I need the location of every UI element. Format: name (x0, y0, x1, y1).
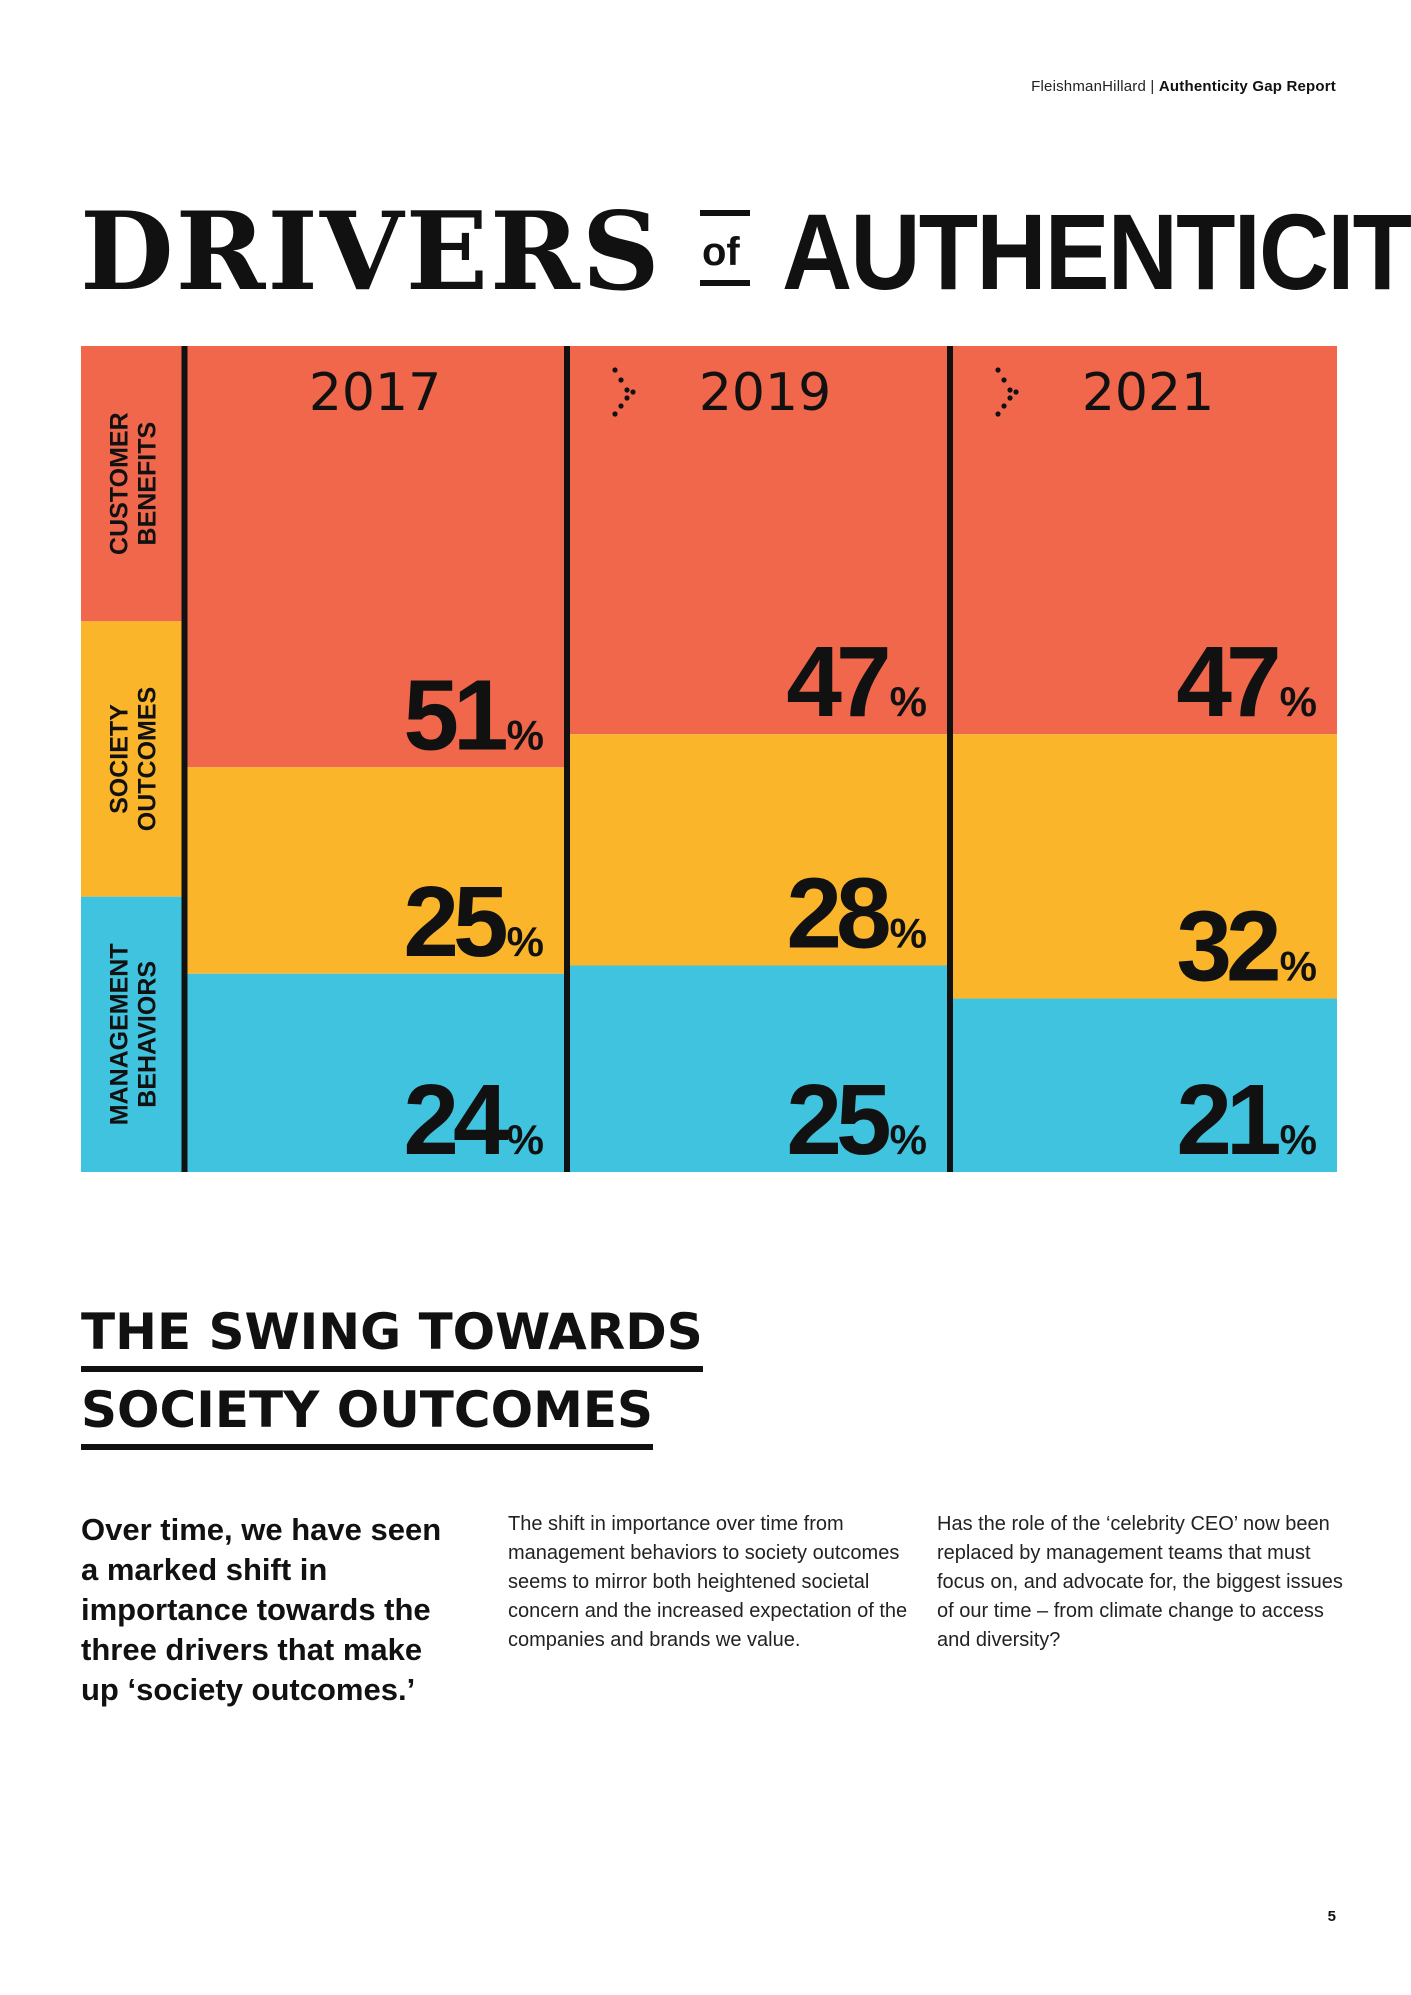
title-connector-of: of (702, 230, 740, 274)
value-label-2019-1: 28% (786, 858, 927, 970)
arrow-dot-2021-4 (1007, 395, 1013, 401)
lead-paragraph: Over time, we have seen a marked shift i… (81, 1512, 442, 1707)
arrow-dot-2021-1 (1001, 377, 1007, 383)
section-heading: THE SWING TOWARDS SOCIETY OUTCOMES (81, 1298, 703, 1454)
brand-name: FleishmanHillard | (1031, 78, 1155, 95)
legend-label-0: CUSTOMERBENEFITS (106, 412, 162, 555)
value-label-2017-2: 24% (403, 1064, 544, 1176)
page-title: DRIVERS of AUTHENTICITY (80, 189, 1411, 315)
bar-2017-0 (187, 346, 564, 768)
bar-2019-2 (570, 965, 947, 1172)
report-title: Authenticity Gap Report (1158, 78, 1336, 95)
arrow-dot-2019-6 (612, 411, 618, 417)
arrow-dot-2019-0 (612, 367, 618, 373)
value-label-2017-1: 25% (403, 866, 544, 978)
arrow-dot-2021-0 (995, 367, 1001, 373)
column-divider-2 (947, 346, 953, 1172)
legend-swatch-1 (81, 621, 182, 897)
arrow-dot-2019-2 (624, 387, 630, 393)
title-word-authenticity: AUTHENTICITY (782, 191, 1411, 312)
bar-2021-0 (953, 346, 1337, 735)
column-divider-0 (181, 346, 188, 1172)
column-divider-1 (564, 346, 570, 1172)
arrow-dot-2019-1 (618, 377, 624, 383)
legend-swatch-0 (81, 346, 182, 622)
legend-swatch-2 (81, 896, 182, 1172)
value-label-2021-1: 32% (1176, 891, 1317, 1003)
arrow-dot-2019-3 (630, 389, 636, 395)
page-number: 5 (1327, 1908, 1336, 1925)
arrow-dot-2021-2 (1007, 387, 1013, 393)
body-paragraph-3: Has the role of the ‘celebrity CEO’ now … (937, 1513, 1343, 1651)
value-label-2021-0: 47% (1176, 626, 1317, 738)
stacked-bar-chart: CUSTOMERBENEFITS SOCIETYOUTCOMES MANAGEMEN… (81, 346, 1337, 1176)
value-label-2019-2: 25% (786, 1064, 927, 1176)
legend-label-1: SOCIETYOUTCOMES (106, 687, 162, 831)
value-label-2017-0: 51% (403, 659, 544, 771)
title-connector-rule-bottom (700, 280, 750, 286)
year-label-2019: 2019 (699, 363, 831, 423)
year-label-2021: 2021 (1082, 363, 1214, 423)
arrow-dot-2021-5 (1001, 403, 1007, 409)
section-heading-line2: SOCIETY OUTCOMES (81, 1376, 654, 1450)
title-word-drivers: DRIVERS (80, 189, 662, 315)
value-label-2021-2: 21% (1176, 1064, 1317, 1176)
section-heading-line1: THE SWING TOWARDS (81, 1298, 703, 1372)
bar-2021-1 (953, 734, 1337, 999)
bar-2017-1 (187, 767, 564, 974)
bar-2019-1 (570, 734, 947, 966)
legend-label-2: MANAGEMENTBEHAVIORS (106, 943, 162, 1125)
year-label-2017: 2017 (309, 363, 441, 423)
arrow-dot-2019-4 (624, 395, 630, 401)
arrow-dot-2021-6 (995, 411, 1001, 417)
arrow-dot-2019-5 (618, 403, 624, 409)
header-brand: FleishmanHillard | Authenticity Gap Repo… (1031, 78, 1336, 95)
bar-2021-2 (953, 998, 1337, 1172)
bar-2019-0 (570, 346, 947, 735)
value-label-2019-0: 47% (786, 626, 927, 738)
arrow-dot-2021-3 (1013, 389, 1019, 395)
bar-2017-2 (187, 973, 564, 1172)
body-paragraph-2: The shift in importance over time from m… (508, 1513, 908, 1651)
title-connector-rule-top (700, 210, 750, 216)
